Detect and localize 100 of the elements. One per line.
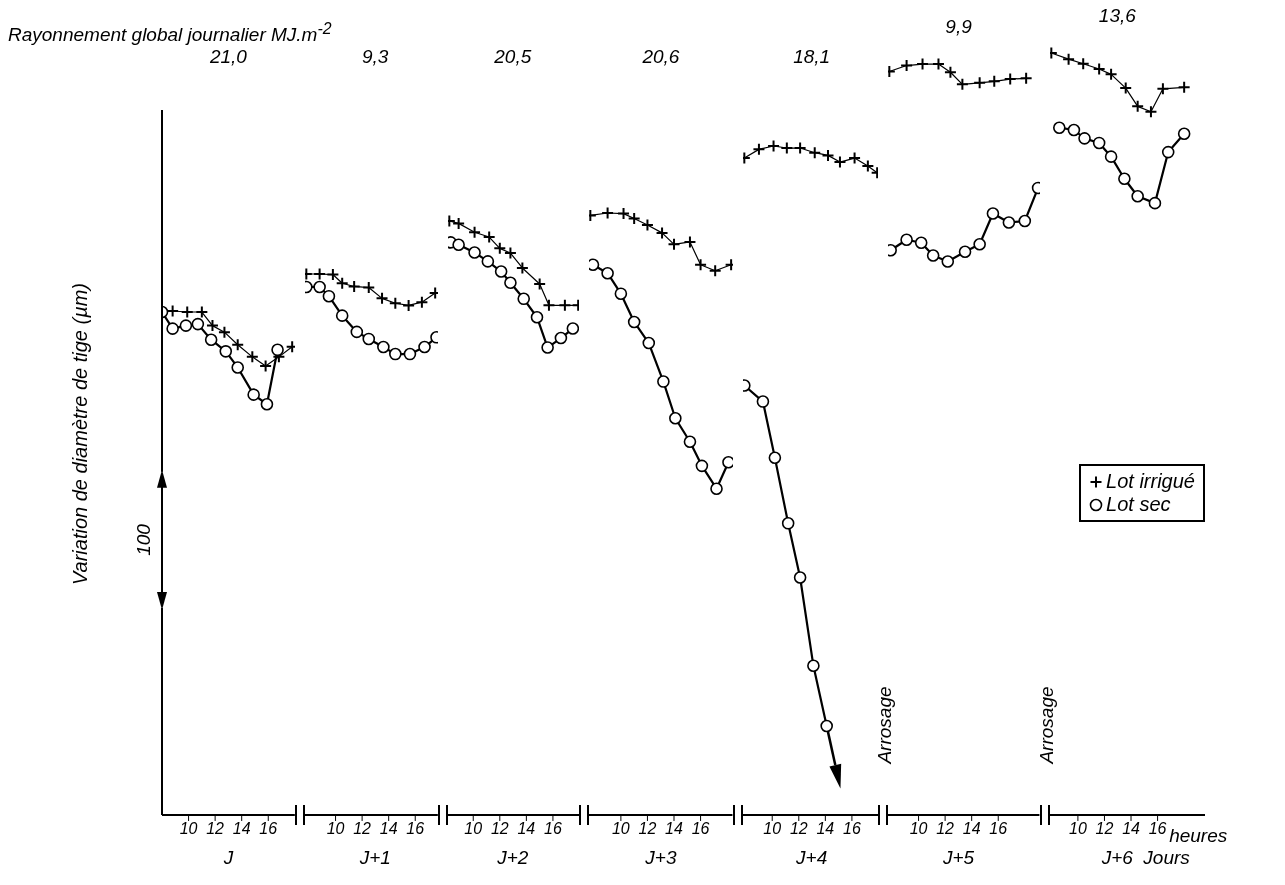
x-tick-label: 10 bbox=[179, 820, 198, 838]
point bbox=[191, 317, 205, 331]
x-tick-label: 16 bbox=[406, 820, 425, 838]
point bbox=[1092, 62, 1106, 76]
chart-subtitle: 9,3 bbox=[362, 46, 389, 68]
x-tick-label: 10 bbox=[464, 820, 482, 838]
point bbox=[694, 258, 708, 272]
chart-subtitle: 9,9 bbox=[945, 16, 972, 38]
point bbox=[1155, 82, 1169, 96]
point bbox=[683, 435, 697, 449]
point bbox=[388, 296, 402, 310]
point bbox=[540, 341, 554, 354]
x-axis-title: J+1 bbox=[359, 847, 391, 869]
x-tick-label: 14 bbox=[962, 820, 981, 838]
point bbox=[205, 319, 219, 333]
point bbox=[1061, 52, 1075, 66]
x-tick-label: 16 bbox=[1148, 820, 1167, 838]
point bbox=[1076, 57, 1090, 71]
point bbox=[313, 280, 326, 294]
point bbox=[916, 57, 930, 71]
point bbox=[195, 305, 209, 319]
x-tick-label: 10 bbox=[762, 820, 781, 838]
point bbox=[807, 146, 821, 160]
point bbox=[219, 345, 233, 358]
chart-subtitle: 18,1 bbox=[793, 46, 831, 68]
point bbox=[833, 155, 847, 169]
point bbox=[932, 57, 946, 71]
chart-title: Rayonnement global journalier MJ.m$^{-2}$ bbox=[8, 20, 332, 47]
point bbox=[973, 76, 987, 90]
point bbox=[467, 246, 481, 259]
point bbox=[271, 343, 284, 357]
legend-label: Lot irrigué bbox=[1106, 470, 1195, 494]
point bbox=[617, 207, 631, 221]
point bbox=[245, 350, 259, 364]
point bbox=[492, 241, 506, 255]
point bbox=[642, 336, 656, 350]
text: Jours bbox=[1143, 847, 1190, 869]
point bbox=[944, 65, 958, 79]
x-tick-label: 12 bbox=[789, 820, 808, 838]
point bbox=[415, 295, 429, 309]
point bbox=[601, 266, 615, 280]
point bbox=[347, 279, 361, 293]
x-axis-title: J+6 bbox=[1101, 847, 1133, 869]
legend-label: Lot sec bbox=[1106, 493, 1171, 517]
x-tick-label: 14 bbox=[517, 820, 536, 838]
point bbox=[779, 141, 793, 155]
point bbox=[1104, 150, 1117, 163]
point bbox=[530, 310, 543, 324]
point bbox=[710, 482, 723, 496]
point bbox=[322, 289, 336, 303]
point bbox=[900, 233, 914, 247]
x-axis-title: J+2 bbox=[497, 847, 529, 869]
x-tick-label: 12 bbox=[206, 820, 225, 838]
point bbox=[1130, 189, 1144, 203]
point bbox=[403, 347, 417, 361]
point bbox=[335, 276, 349, 290]
x-tick-label: 16 bbox=[691, 820, 710, 838]
point bbox=[1002, 216, 1016, 229]
point bbox=[708, 264, 722, 278]
point bbox=[806, 659, 820, 673]
point bbox=[1052, 121, 1066, 134]
annotation: Arrosage bbox=[874, 686, 897, 764]
point bbox=[451, 216, 465, 230]
point bbox=[958, 245, 972, 259]
x-tick-label: 16 bbox=[842, 820, 861, 838]
point bbox=[1177, 127, 1191, 141]
point bbox=[1161, 145, 1175, 159]
annotation: Arrosage bbox=[1035, 686, 1058, 764]
chart-subtitle: 20,6 bbox=[642, 46, 680, 68]
point bbox=[1118, 81, 1132, 95]
point bbox=[217, 325, 231, 339]
point bbox=[641, 218, 655, 232]
point bbox=[542, 298, 556, 312]
point bbox=[657, 375, 670, 388]
point bbox=[204, 333, 218, 347]
point bbox=[915, 236, 928, 250]
point bbox=[1130, 99, 1144, 113]
point bbox=[1177, 80, 1191, 94]
x-tick-label: 12 bbox=[638, 820, 657, 838]
point bbox=[973, 237, 987, 251]
point bbox=[956, 77, 970, 91]
point bbox=[847, 151, 861, 165]
point bbox=[667, 237, 681, 251]
point bbox=[179, 319, 193, 332]
point bbox=[627, 211, 641, 225]
text: 100 bbox=[133, 524, 155, 556]
x-tick-label: 10 bbox=[909, 820, 928, 838]
point bbox=[1148, 196, 1161, 210]
point bbox=[1092, 136, 1106, 150]
point bbox=[503, 276, 517, 290]
point bbox=[532, 277, 546, 291]
point bbox=[669, 411, 682, 425]
point bbox=[683, 235, 697, 249]
x-tick-label: 12 bbox=[936, 820, 955, 838]
point bbox=[793, 141, 807, 155]
point bbox=[1018, 214, 1032, 228]
x-tick-label: 14 bbox=[816, 820, 834, 838]
point bbox=[312, 267, 326, 281]
point bbox=[231, 361, 245, 374]
point bbox=[614, 287, 628, 300]
